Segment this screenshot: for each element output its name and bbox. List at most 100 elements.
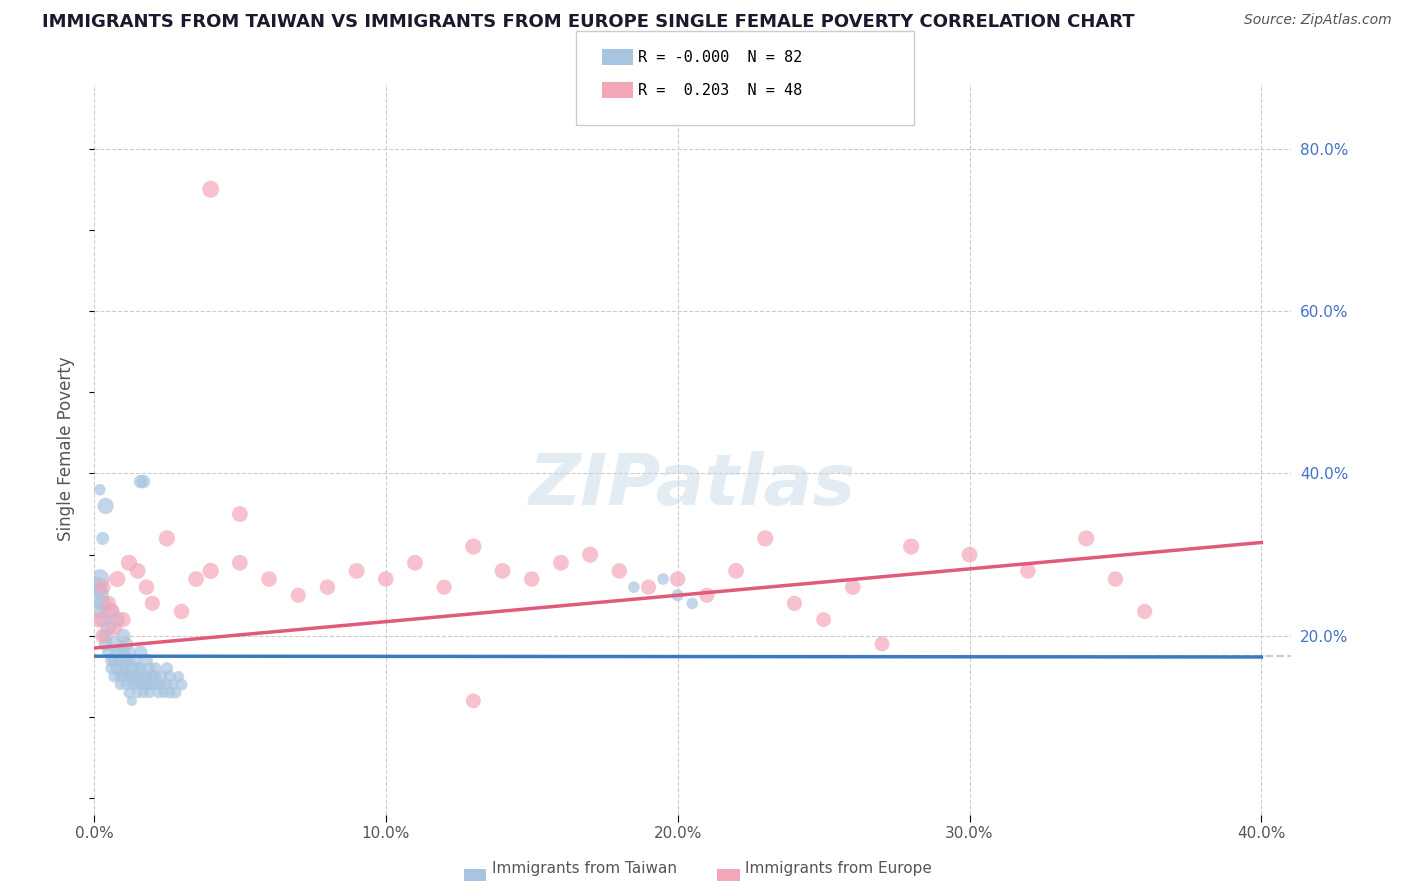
Point — [103, 669, 125, 683]
Point — [813, 613, 835, 627]
Point — [121, 694, 143, 708]
Point — [170, 605, 193, 619]
Text: IMMIGRANTS FROM TAIWAN VS IMMIGRANTS FROM EUROPE SINGLE FEMALE POVERTY CORRELATI: IMMIGRANTS FROM TAIWAN VS IMMIGRANTS FRO… — [42, 13, 1135, 31]
Point — [115, 653, 138, 667]
Y-axis label: Single Female Poverty: Single Female Poverty — [58, 357, 75, 541]
Point — [112, 645, 135, 659]
Point — [108, 669, 131, 683]
Point — [100, 605, 122, 619]
Point — [127, 564, 149, 578]
Point — [550, 556, 572, 570]
Point — [105, 572, 128, 586]
Point — [132, 677, 155, 691]
Point — [138, 677, 160, 691]
Point — [121, 677, 143, 691]
Point — [463, 540, 485, 554]
Point — [115, 637, 138, 651]
Point — [959, 548, 981, 562]
Point — [121, 661, 143, 675]
Point — [138, 686, 160, 700]
Point — [143, 669, 166, 683]
Point — [118, 669, 141, 683]
Point — [184, 572, 207, 586]
Point — [127, 669, 149, 683]
Point — [520, 572, 543, 586]
Text: Immigrants from Taiwan: Immigrants from Taiwan — [492, 861, 678, 876]
Point — [229, 507, 252, 521]
Point — [89, 613, 111, 627]
Point — [115, 661, 138, 675]
Point — [287, 588, 309, 602]
Point — [132, 669, 155, 683]
Point — [103, 637, 125, 651]
Point — [200, 564, 222, 578]
Point — [118, 686, 141, 700]
Point — [870, 637, 893, 651]
Point — [118, 653, 141, 667]
Point — [607, 564, 630, 578]
Text: ZIPatlas: ZIPatlas — [529, 451, 856, 520]
Point — [97, 621, 120, 635]
Point — [132, 475, 155, 489]
Point — [165, 686, 187, 700]
Point — [100, 661, 122, 675]
Point — [138, 661, 160, 675]
Point — [127, 661, 149, 675]
Point — [112, 613, 135, 627]
Point — [162, 677, 184, 691]
Point — [135, 677, 157, 691]
Point — [97, 645, 120, 659]
Point — [1104, 572, 1126, 586]
Point — [129, 645, 152, 659]
Point — [135, 653, 157, 667]
Point — [124, 677, 146, 691]
Point — [86, 588, 108, 602]
Point — [89, 605, 111, 619]
Text: Immigrants from Europe: Immigrants from Europe — [745, 861, 932, 876]
Point — [725, 564, 748, 578]
Point — [129, 475, 152, 489]
Point — [842, 580, 865, 594]
Point — [91, 596, 114, 610]
Point — [103, 653, 125, 667]
Point — [108, 677, 131, 691]
Point — [112, 661, 135, 675]
Point — [91, 580, 114, 594]
Point — [170, 677, 193, 691]
Point — [167, 669, 190, 683]
Point — [1133, 605, 1156, 619]
Point — [156, 677, 179, 691]
Point — [105, 613, 128, 627]
Point — [900, 540, 922, 554]
Point — [91, 629, 114, 643]
Point — [150, 669, 173, 683]
Point — [146, 677, 169, 691]
Point — [229, 556, 252, 570]
Point — [127, 686, 149, 700]
Point — [94, 499, 117, 513]
Point — [652, 572, 675, 586]
Point — [115, 677, 138, 691]
Point — [696, 588, 718, 602]
Point — [100, 653, 122, 667]
Point — [135, 669, 157, 683]
Point — [491, 564, 513, 578]
Point — [105, 661, 128, 675]
Point — [121, 669, 143, 683]
Point — [153, 686, 176, 700]
Point — [141, 669, 163, 683]
Point — [86, 580, 108, 594]
Text: Source: ZipAtlas.com: Source: ZipAtlas.com — [1244, 13, 1392, 28]
Point — [316, 580, 339, 594]
Point — [100, 605, 122, 619]
Point — [91, 613, 114, 627]
Point — [94, 637, 117, 651]
Point — [141, 677, 163, 691]
Point — [404, 556, 426, 570]
Point — [143, 661, 166, 675]
Point — [91, 532, 114, 546]
Point — [156, 661, 179, 675]
Point — [97, 596, 120, 610]
Point — [150, 677, 173, 691]
Point — [257, 572, 280, 586]
